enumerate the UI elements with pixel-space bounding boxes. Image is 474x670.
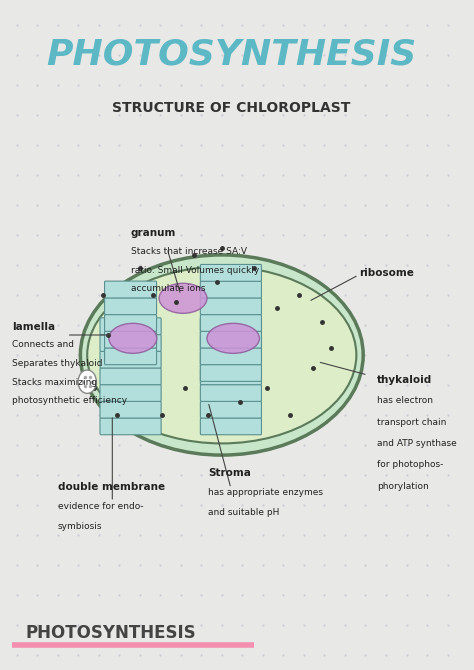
FancyBboxPatch shape: [100, 334, 161, 351]
FancyBboxPatch shape: [100, 401, 161, 418]
FancyBboxPatch shape: [201, 351, 262, 368]
Text: and ATP synthase: and ATP synthase: [377, 439, 456, 448]
Text: Stroma: Stroma: [208, 468, 251, 478]
FancyBboxPatch shape: [100, 351, 161, 368]
FancyBboxPatch shape: [105, 331, 156, 348]
FancyBboxPatch shape: [201, 418, 262, 435]
Text: ratio. Small Volumes quickly: ratio. Small Volumes quickly: [130, 265, 259, 275]
Text: for photophos-: for photophos-: [377, 460, 443, 470]
Text: has electron: has electron: [377, 397, 433, 405]
Ellipse shape: [109, 324, 157, 353]
FancyBboxPatch shape: [105, 297, 156, 315]
FancyBboxPatch shape: [201, 265, 262, 281]
Text: double membrane: double membrane: [57, 482, 164, 492]
Ellipse shape: [159, 283, 207, 314]
Ellipse shape: [207, 324, 259, 353]
Text: thykaloid: thykaloid: [377, 375, 432, 385]
FancyBboxPatch shape: [201, 385, 262, 401]
Text: accumulate ions: accumulate ions: [130, 284, 205, 293]
FancyBboxPatch shape: [100, 318, 161, 335]
Text: PHOTOSYNTHESIS: PHOTOSYNTHESIS: [46, 38, 416, 72]
FancyBboxPatch shape: [201, 401, 262, 418]
Text: lamella: lamella: [12, 322, 55, 332]
FancyBboxPatch shape: [105, 281, 156, 298]
Text: Separates thykaloid: Separates thykaloid: [12, 359, 102, 368]
FancyBboxPatch shape: [201, 314, 262, 332]
Text: Stacks that increase SA:V: Stacks that increase SA:V: [130, 247, 246, 256]
Ellipse shape: [78, 370, 96, 393]
Text: symbiosis: symbiosis: [57, 522, 102, 531]
FancyBboxPatch shape: [201, 281, 262, 298]
Text: has appropriate enzymes: has appropriate enzymes: [208, 488, 323, 497]
Text: photosynthetic efficiency: photosynthetic efficiency: [12, 397, 127, 405]
Text: evidence for endo-: evidence for endo-: [57, 502, 143, 511]
Text: transport chain: transport chain: [377, 417, 446, 427]
FancyBboxPatch shape: [201, 297, 262, 315]
Ellipse shape: [81, 255, 363, 455]
FancyBboxPatch shape: [100, 418, 161, 435]
Text: granum: granum: [130, 228, 176, 239]
FancyBboxPatch shape: [201, 364, 262, 381]
FancyBboxPatch shape: [201, 348, 262, 364]
FancyBboxPatch shape: [105, 348, 156, 364]
FancyBboxPatch shape: [201, 318, 262, 335]
Text: Stacks maximizing: Stacks maximizing: [12, 378, 97, 387]
FancyBboxPatch shape: [201, 331, 262, 348]
FancyBboxPatch shape: [201, 368, 262, 385]
Ellipse shape: [87, 267, 356, 444]
Text: ribosome: ribosome: [359, 268, 413, 278]
FancyBboxPatch shape: [201, 334, 262, 351]
Text: Connects and: Connects and: [12, 340, 74, 349]
FancyBboxPatch shape: [100, 385, 161, 401]
Text: STRUCTURE OF CHLOROPLAST: STRUCTURE OF CHLOROPLAST: [112, 101, 350, 115]
Text: PHOTOSYNTHESIS: PHOTOSYNTHESIS: [26, 624, 196, 642]
FancyBboxPatch shape: [105, 314, 156, 332]
FancyBboxPatch shape: [100, 368, 161, 385]
Text: and suitable pH: and suitable pH: [208, 509, 280, 517]
Text: phorylation: phorylation: [377, 482, 428, 491]
